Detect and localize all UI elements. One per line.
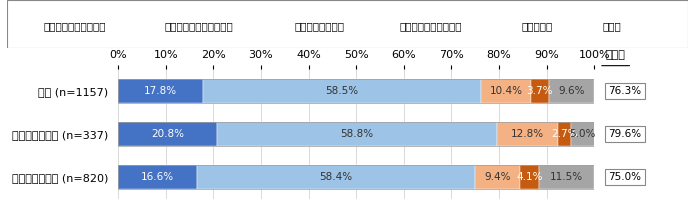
Text: 2.7%: 2.7% (551, 129, 578, 139)
Text: 75.0%: 75.0% (609, 172, 641, 182)
Bar (539, 165, 594, 189)
Text: 79.6%: 79.6% (609, 129, 641, 139)
Text: その他: その他 (603, 21, 621, 31)
Text: 17.8%: 17.8% (144, 86, 177, 96)
FancyBboxPatch shape (7, 0, 688, 48)
Text: 58.5%: 58.5% (325, 86, 359, 96)
Bar (571, 122, 595, 146)
Text: 確保できていない: 確保できていない (295, 21, 345, 31)
Text: 12.8%: 12.8% (511, 129, 544, 139)
Text: 5.0%: 5.0% (570, 129, 596, 139)
Bar (531, 79, 548, 103)
Text: ある程度確保できている: ある程度確保できている (165, 21, 234, 31)
Bar (217, 122, 497, 146)
Text: 20.8%: 20.8% (151, 129, 184, 139)
Bar (482, 79, 531, 103)
Text: 全く確保できていない: 全く確保できていない (400, 21, 462, 31)
Text: 76.3%: 76.3% (609, 86, 641, 96)
Text: 16.6%: 16.6% (141, 172, 174, 182)
FancyBboxPatch shape (14, 25, 40, 27)
Text: 9.4%: 9.4% (484, 172, 511, 182)
Text: 58.4%: 58.4% (320, 172, 353, 182)
Text: 3.7%: 3.7% (527, 86, 553, 96)
Bar (203, 79, 482, 103)
Bar (548, 79, 594, 103)
Bar (118, 122, 217, 146)
Bar (520, 165, 539, 189)
Text: 肯定計: 肯定計 (606, 51, 626, 60)
Text: 11.5%: 11.5% (550, 172, 583, 182)
Text: いつも確保できている: いつも確保できている (43, 21, 106, 31)
FancyBboxPatch shape (265, 25, 291, 27)
Text: わからない: わからない (521, 21, 553, 31)
Bar (558, 122, 571, 146)
FancyBboxPatch shape (573, 25, 599, 27)
Bar (118, 79, 203, 103)
Bar (497, 122, 558, 146)
Bar (475, 165, 520, 189)
Bar (197, 165, 475, 189)
Text: 10.4%: 10.4% (490, 86, 523, 96)
FancyBboxPatch shape (136, 25, 161, 27)
FancyBboxPatch shape (370, 25, 397, 27)
Bar (118, 165, 197, 189)
FancyBboxPatch shape (492, 25, 518, 27)
Text: 58.8%: 58.8% (341, 129, 374, 139)
Text: 4.1%: 4.1% (516, 172, 543, 182)
Text: 9.6%: 9.6% (558, 86, 584, 96)
